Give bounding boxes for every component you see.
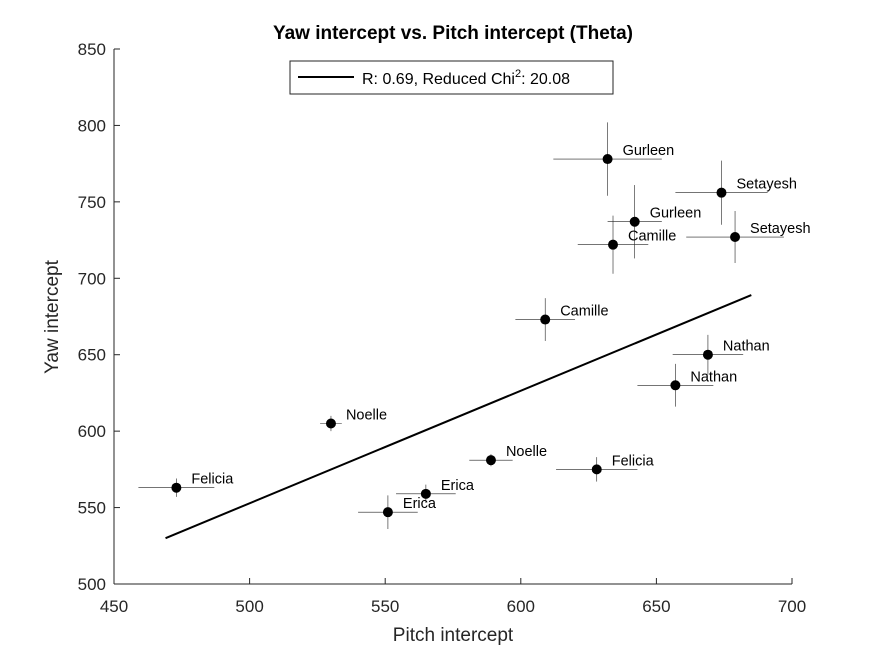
data-point xyxy=(602,154,613,165)
x-tick-label: 500 xyxy=(235,597,263,616)
point-label: Nathan xyxy=(690,369,737,385)
data-point xyxy=(629,216,640,227)
point-label: Felicia xyxy=(191,472,234,488)
error-bars xyxy=(138,122,784,529)
data-point xyxy=(608,239,619,250)
data-point xyxy=(730,232,741,243)
x-tick-label: 650 xyxy=(642,597,670,616)
x-tick-label: 550 xyxy=(371,597,399,616)
legend: R: 0.69, Reduced Chi2: 20.08 xyxy=(289,60,614,95)
data-point xyxy=(702,349,713,360)
point-label: Setayesh xyxy=(750,221,810,237)
point-label: Gurleen xyxy=(623,143,675,159)
legend-label-main: R: 0.69, Reduced Chi xyxy=(362,71,515,88)
point-label: Noelle xyxy=(506,444,547,460)
data-point xyxy=(670,380,681,391)
y-tick-label: 750 xyxy=(78,193,106,212)
legend-label: R: 0.69, Reduced Chi2: 20.08 xyxy=(362,68,570,88)
fit-line-group xyxy=(165,294,752,540)
data-point xyxy=(540,314,551,325)
point-label: Camille xyxy=(628,229,676,245)
point-label: Camille xyxy=(560,304,608,320)
data-point xyxy=(171,482,182,493)
legend-label-tail: : 20.08 xyxy=(521,71,570,88)
x-tick-label: 700 xyxy=(778,597,806,616)
y-tick-label: 700 xyxy=(78,269,106,288)
point-label: Setayesh xyxy=(736,177,796,193)
data-point xyxy=(420,488,431,499)
y-tick-label: 850 xyxy=(78,40,106,59)
x-tick-label: 450 xyxy=(100,597,128,616)
legend-label-sup: 2 xyxy=(515,68,521,80)
data-point xyxy=(382,507,393,518)
data-point xyxy=(591,464,602,475)
data-point xyxy=(716,187,727,198)
point-label: Noelle xyxy=(346,408,387,424)
data-points xyxy=(171,154,741,518)
y-tick-label: 550 xyxy=(78,499,106,518)
y-axis-label: Yaw intercept xyxy=(42,259,63,373)
y-tick-label: 650 xyxy=(78,346,106,365)
x-tick-label: 600 xyxy=(507,597,535,616)
y-tick-label: 600 xyxy=(78,422,106,441)
point-label: Felicia xyxy=(612,453,655,469)
point-label: Erica xyxy=(441,478,475,494)
chart-title: Yaw intercept vs. Pitch intercept (Theta… xyxy=(273,23,633,44)
axes: 450 500 550 600 650 700 500 550 600 650 700 750 800 8… xyxy=(78,40,807,616)
point-label: Nathan xyxy=(723,339,770,355)
point-label: Erica xyxy=(403,496,437,512)
y-tick-label: 800 xyxy=(78,116,106,135)
y-tick-label: 500 xyxy=(78,575,106,594)
point-label: Gurleen xyxy=(650,206,702,222)
data-point xyxy=(325,418,336,429)
x-axis-label: Pitch intercept xyxy=(393,625,514,646)
fit-line xyxy=(165,294,752,540)
data-point xyxy=(485,455,496,466)
